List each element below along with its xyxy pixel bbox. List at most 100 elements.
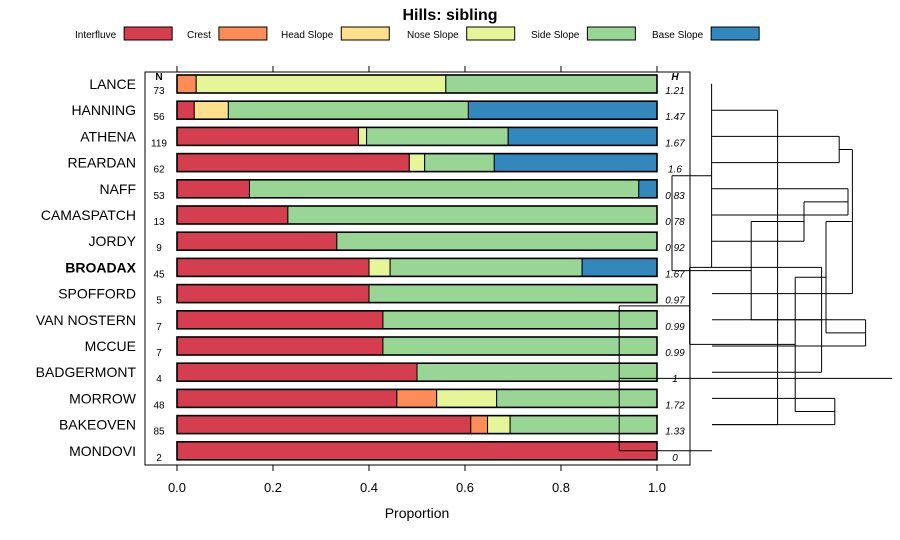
n-value-naff: 53 [153, 191, 165, 202]
bar-bakeoven-nose-slope [487, 415, 511, 435]
bar-broadax-nose-slope [368, 257, 391, 277]
legend-label-crest: Crest [187, 30, 211, 41]
n-value-lance: 73 [153, 86, 165, 97]
bar-hanning-interfluve [176, 100, 195, 120]
bar-mccue-interfluve [176, 336, 384, 356]
bar-athena-side-slope [366, 126, 509, 146]
h-value-lance: 1.21 [665, 86, 684, 97]
bar-broadax-side-slope [389, 257, 583, 277]
bar-naff-side-slope [248, 179, 640, 199]
bar-outline-badgermont [176, 362, 658, 383]
h-value-naff: 0.83 [665, 191, 685, 202]
category-label-broadax: BROADAX [65, 259, 136, 275]
bar-hanning-head-slope [193, 100, 229, 120]
bar-jordy-side-slope [336, 231, 658, 251]
n-value-broadax: 45 [153, 269, 165, 280]
category-label-bakeoven: BAKEOVEN [59, 417, 136, 433]
bar-camaspatch-interfluve [176, 205, 289, 225]
n-value-van-nostern: 7 [156, 322, 162, 333]
h-value-camaspatch: 0.78 [665, 217, 685, 228]
bar-athena-interfluve [176, 126, 359, 146]
n-value-reardan: 62 [153, 165, 165, 176]
dendrogram [618, 83, 892, 452]
bar-morrow-side-slope [496, 388, 658, 408]
bar-van-nostern-interfluve [176, 310, 384, 330]
bar-van-nostern-side-slope [382, 310, 658, 330]
h-value-morrow: 1.72 [665, 400, 685, 411]
legend: Interfluve Crest Head Slope Nose Slope Side … [75, 26, 760, 41]
n-header: N [155, 72, 162, 83]
h-value-mccue: 0.99 [665, 348, 685, 359]
bar-morrow-interfluve [176, 388, 398, 408]
bar-outline-van-nostern [176, 309, 658, 330]
h-value-reardan: 1.6 [668, 165, 682, 176]
category-label-mccue: MCCUE [85, 338, 136, 354]
category-label-spofford: SPOFFORD [58, 286, 136, 302]
bar-outline-mccue [176, 336, 658, 356]
bar-outline-hanning [176, 100, 658, 120]
bar-broadax-base-slope [581, 257, 658, 277]
legend-label-side-slope: Side Slope [531, 30, 580, 41]
n-value-mondovi: 2 [156, 453, 162, 464]
bar-jordy-interfluve [176, 231, 338, 251]
n-value-badgermont: 4 [156, 374, 162, 385]
bar-reardan-nose-slope [408, 153, 426, 173]
bar-mccue-side-slope [382, 336, 658, 356]
bar-spofford-interfluve [176, 284, 370, 304]
legend-label-nose-slope: Nose Slope [407, 30, 459, 41]
x-tick-label: 0.0 [168, 480, 186, 495]
bar-outline-reardan [176, 152, 658, 173]
x-tick-label: 0.6 [456, 480, 474, 495]
legend-swatch-base-slope [710, 26, 760, 41]
x-tick-label: 0.8 [552, 480, 570, 495]
bar-morrow-crest [396, 388, 438, 408]
h-value-badgermont: 1 [672, 374, 678, 385]
bar-hanning-side-slope [227, 100, 469, 120]
bar-outline-bakeoven [176, 414, 658, 435]
category-label-lance: LANCE [89, 76, 136, 92]
x-tick-label: 1.0 [648, 480, 666, 495]
bar-outline-camaspatch [176, 205, 658, 225]
bar-naff-interfluve [176, 179, 250, 199]
x-axis: 0.0 0.2 0.4 0.6 0.8 1.0 [168, 66, 666, 495]
n-value-jordy: 9 [156, 243, 162, 254]
bar-lance-nose-slope [195, 74, 447, 94]
bar-outline-naff [176, 179, 658, 199]
bar-bakeoven-crest [470, 415, 489, 435]
legend-swatch-side-slope [586, 26, 636, 41]
legend-label-interfluve: Interfluve [75, 30, 117, 41]
h-value-broadax: 1.67 [665, 269, 685, 280]
bar-outline-morrow [176, 388, 658, 409]
x-axis-title: Proportion [385, 505, 450, 521]
h-value-bakeoven: 1.33 [665, 427, 685, 438]
h-value-athena: 1.67 [665, 138, 685, 149]
category-label-mondovi: MONDOVI [69, 443, 136, 459]
bar-outline-lance [176, 74, 658, 94]
x-tick-label: 0.2 [264, 480, 282, 495]
category-label-athena: ATHENA [80, 128, 136, 144]
category-label-morrow: MORROW [69, 390, 137, 406]
legend-swatch-crest [218, 26, 268, 41]
category-label-jordy: JORDY [89, 233, 137, 249]
category-label-reardan: REARDAN [68, 155, 136, 171]
h-value-hanning: 1.47 [665, 112, 685, 123]
category-label-hanning: HANNING [71, 102, 136, 118]
bar-lance-crest [176, 74, 197, 94]
bar-spofford-side-slope [368, 284, 658, 304]
n-value-bakeoven: 85 [153, 427, 165, 438]
n-value-mccue: 7 [156, 348, 162, 359]
category-label-naff: NAFF [99, 181, 136, 197]
legend-label-base-slope: Base Slope [652, 30, 704, 41]
category-label-camaspatch: CAMASPATCH [41, 207, 136, 223]
bar-lance-side-slope [445, 74, 658, 94]
bar-badgermont-interfluve [176, 362, 418, 382]
x-tick-label: 0.4 [360, 480, 378, 495]
legend-swatch-head-slope [340, 26, 390, 41]
bar-hanning-base-slope [467, 100, 658, 120]
legend-label-head-slope: Head Slope [281, 30, 334, 41]
bar-outline-broadax [176, 257, 658, 278]
bar-outline-spofford [176, 283, 658, 304]
bar-camaspatch-side-slope [287, 205, 658, 225]
h-value-mondovi: 0 [672, 453, 678, 464]
